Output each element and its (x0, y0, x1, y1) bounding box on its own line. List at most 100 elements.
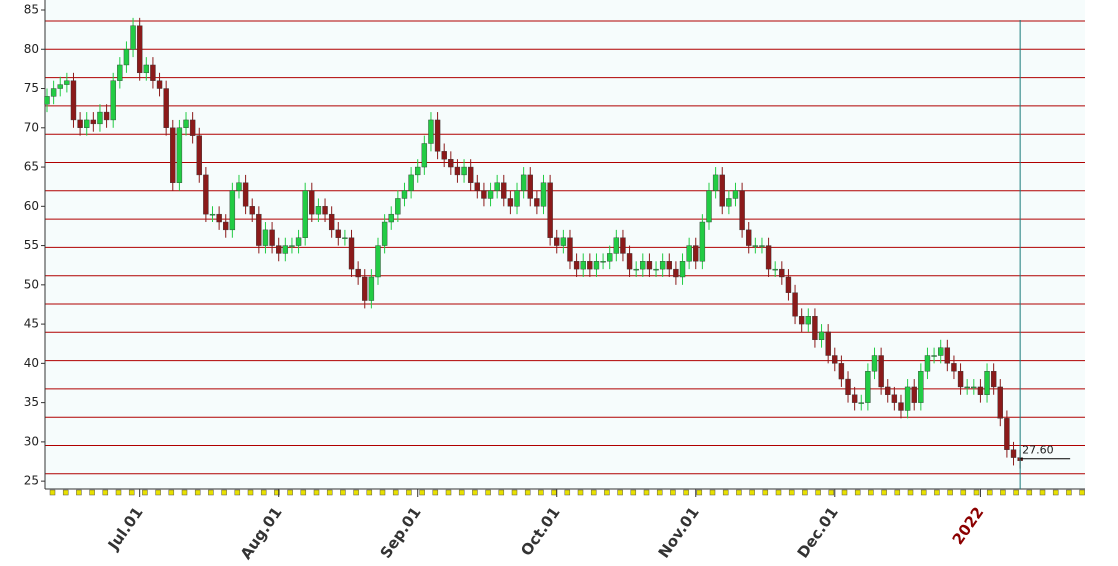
candle-body (918, 371, 924, 403)
candle-body (686, 245, 692, 262)
x-minor-tick (920, 489, 927, 496)
candle-body (845, 378, 851, 395)
candle-body (295, 237, 302, 246)
y-tick-label: 80 (24, 42, 39, 56)
candle-body (911, 386, 917, 403)
candle-body (739, 190, 745, 231)
candle-body (362, 276, 368, 301)
candle-body (123, 49, 130, 66)
candle-body (143, 64, 150, 74)
candle-body (494, 182, 500, 191)
candle-body (534, 198, 540, 207)
candle-body (322, 206, 328, 215)
candle-body (381, 221, 388, 246)
x-minor-tick (828, 489, 835, 496)
y-tick-label: 50 (24, 277, 39, 291)
x-minor-tick (379, 489, 386, 496)
x-minor-tick (353, 489, 359, 496)
y-tick-label: 25 (24, 474, 39, 488)
x-minor-tick (274, 489, 280, 496)
candle-body (428, 119, 434, 144)
x-minor-tick (445, 489, 452, 496)
candle-body (136, 25, 143, 74)
y-tick-label: 35 (24, 395, 39, 409)
candle-body (573, 261, 580, 270)
candle-body (355, 268, 361, 278)
candle-body (626, 253, 633, 270)
candle-body (706, 190, 712, 223)
candle-body (818, 331, 825, 341)
x-minor-tick (498, 489, 505, 496)
candle-body (653, 268, 659, 271)
candle-body (156, 80, 163, 89)
y-tick-label: 60 (24, 199, 39, 213)
x-minor-tick (775, 489, 782, 496)
candle-body (507, 198, 514, 207)
candle-body (732, 190, 739, 199)
candle-body (242, 182, 249, 207)
x-minor-tick (590, 489, 597, 496)
candle-body (249, 206, 255, 215)
candle-body (924, 355, 931, 372)
candle-body (659, 261, 666, 270)
x-minor-tick (115, 489, 122, 496)
x-minor-tick (287, 489, 293, 496)
candle-body (44, 96, 50, 105)
candle-body (679, 261, 686, 278)
candle-body (282, 245, 289, 254)
candle-body (70, 80, 77, 121)
candle-body (103, 111, 110, 121)
candle-body (421, 143, 428, 168)
candle-body (256, 213, 262, 246)
candle-body (57, 84, 63, 89)
candle-body (388, 213, 394, 223)
candle-body (315, 206, 322, 215)
candle-body (461, 166, 467, 176)
candle-body (501, 182, 507, 199)
candle-body (189, 119, 196, 136)
x-minor-tick (947, 489, 953, 496)
candle-body (554, 237, 560, 246)
candle-body (851, 394, 858, 403)
x-minor-tick (881, 489, 887, 496)
candle-body (885, 386, 891, 395)
candle-body (454, 166, 461, 176)
last-price-label: 27.60 (1022, 444, 1054, 457)
x-minor-tick (1000, 489, 1006, 496)
candle-body (368, 276, 375, 301)
x-minor-tick (604, 489, 610, 496)
x-minor-tick (670, 489, 676, 496)
x-minor-tick (1052, 489, 1059, 496)
x-minor-tick (472, 489, 478, 496)
x-minor-tick (973, 489, 980, 496)
candle-body (785, 276, 792, 293)
candle-body (957, 371, 964, 388)
candle-body (832, 355, 838, 364)
candle-body (990, 371, 997, 388)
candle-body (567, 237, 573, 262)
candle-body (415, 166, 421, 176)
candle-body (302, 190, 308, 238)
x-minor-tick (208, 489, 214, 496)
candle-body (871, 355, 878, 372)
candle-body (170, 127, 176, 183)
x-minor-tick (194, 489, 201, 496)
candle-body (223, 221, 229, 231)
x-minor-tick (458, 489, 465, 496)
y-tick-label: 85 (24, 3, 39, 17)
candle-body (560, 237, 567, 246)
x-minor-tick (432, 489, 439, 496)
candle-body (719, 174, 725, 207)
candle-body (620, 237, 626, 254)
x-minor-tick (524, 489, 531, 496)
x-tick-label: Jul.01 (104, 504, 147, 554)
x-tick-label: Nov.01 (655, 504, 703, 562)
x-minor-tick (419, 489, 425, 496)
candle-body (117, 64, 123, 81)
x-minor-tick (894, 489, 901, 496)
candle-body (752, 245, 759, 247)
candle-body (825, 331, 831, 356)
y-tick-label: 40 (24, 356, 39, 370)
x-minor-tick (841, 489, 848, 496)
x-minor-tick (1026, 489, 1033, 496)
